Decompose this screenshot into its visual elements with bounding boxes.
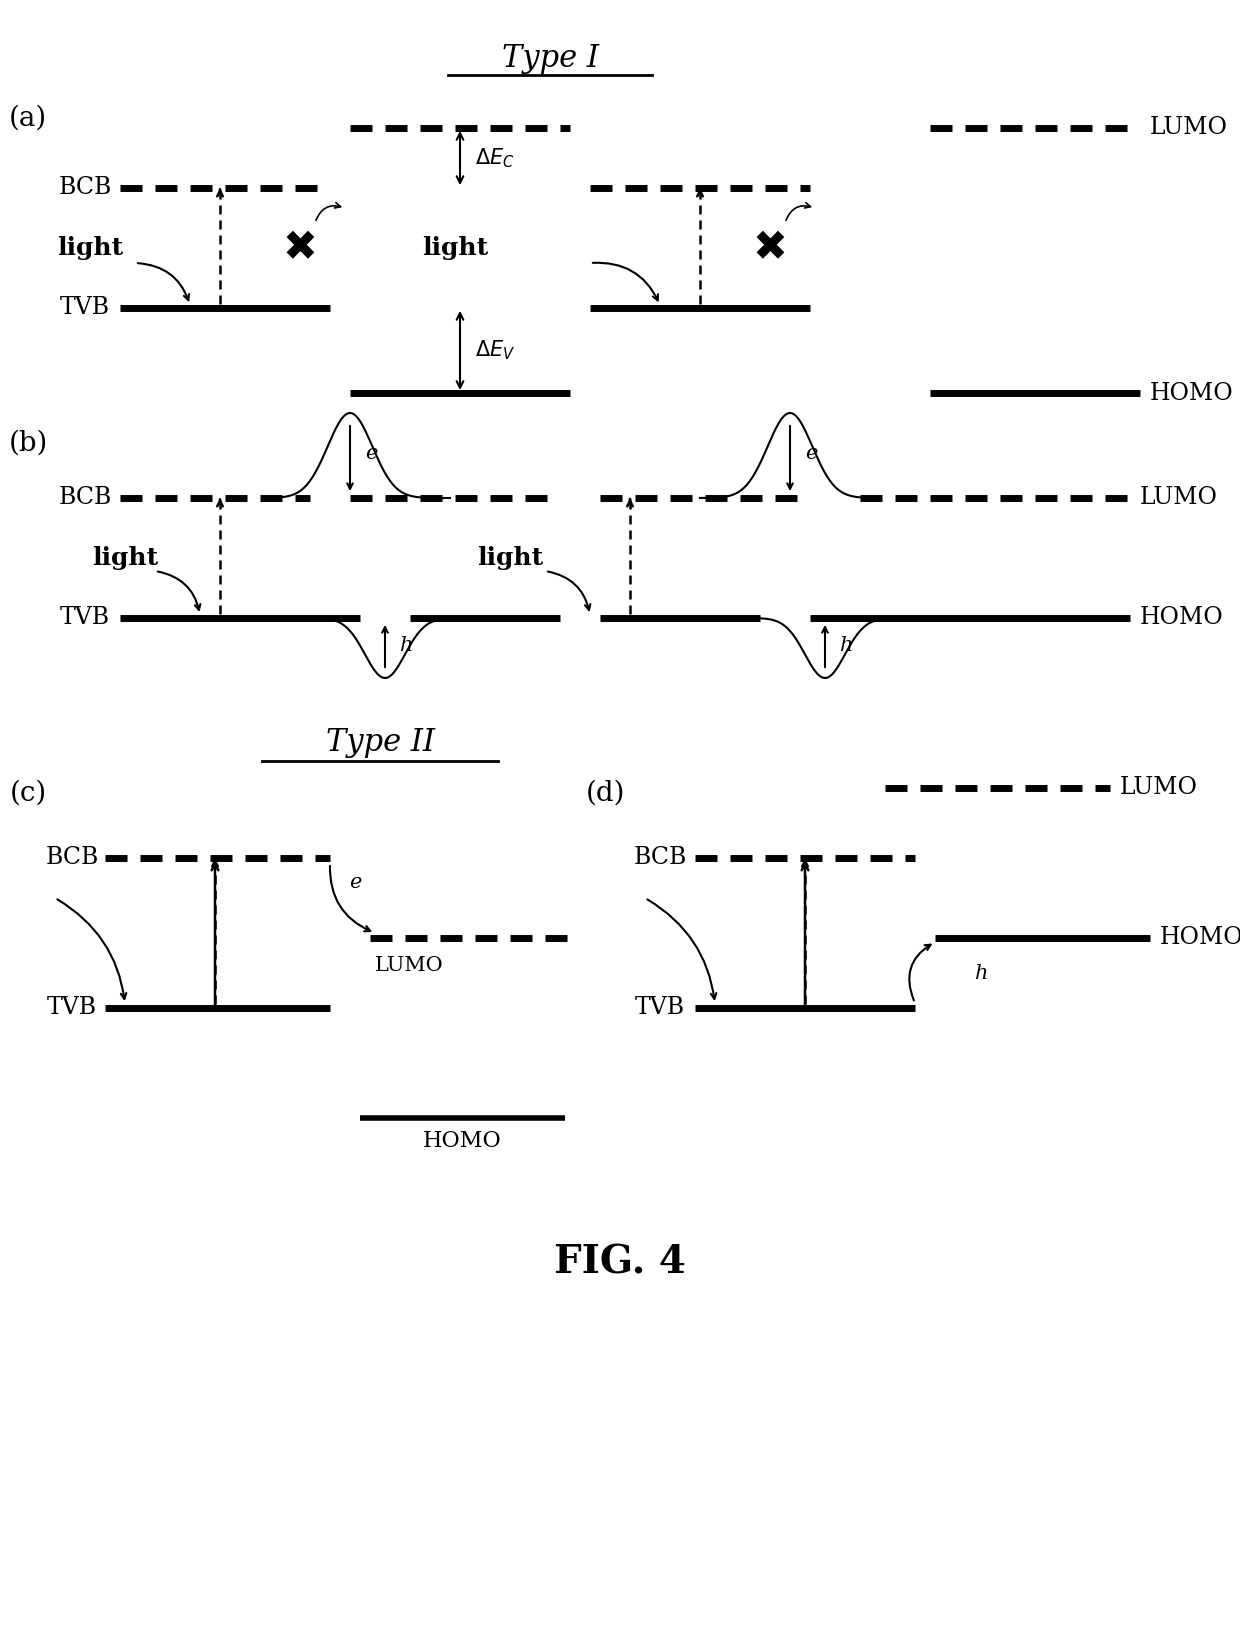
Text: (c): (c)	[10, 779, 47, 807]
Text: LUMO: LUMO	[1120, 777, 1198, 800]
Text: (a): (a)	[9, 105, 47, 131]
Text: light: light	[92, 545, 157, 570]
Text: light: light	[422, 237, 489, 260]
Text: e: e	[365, 444, 377, 462]
Text: HOMO: HOMO	[1159, 927, 1240, 950]
Text: ✖: ✖	[283, 227, 317, 269]
Text: BCB: BCB	[58, 176, 112, 199]
Text: Type I: Type I	[501, 43, 599, 74]
Text: HOMO: HOMO	[423, 1130, 501, 1152]
Text: LUMO: LUMO	[374, 956, 444, 974]
Text: h: h	[839, 636, 853, 656]
Text: $\Delta E_V$: $\Delta E_V$	[475, 338, 516, 363]
Text: ✖: ✖	[753, 227, 787, 269]
Text: BCB: BCB	[634, 846, 687, 869]
Text: h: h	[401, 636, 413, 656]
Text: TVB: TVB	[47, 997, 97, 1020]
Text: h: h	[975, 963, 988, 983]
Text: HOMO: HOMO	[1149, 381, 1234, 404]
Text: (b): (b)	[9, 429, 47, 457]
Text: LUMO: LUMO	[1140, 486, 1218, 509]
Text: TVB: TVB	[60, 296, 110, 319]
Text: BCB: BCB	[46, 846, 99, 869]
Text: e: e	[805, 444, 817, 462]
Text: light: light	[57, 237, 123, 260]
Text: e: e	[348, 874, 361, 892]
Text: light: light	[477, 545, 543, 570]
Text: BCB: BCB	[58, 486, 112, 509]
Text: HOMO: HOMO	[1140, 606, 1224, 629]
Text: TVB: TVB	[635, 997, 684, 1020]
Text: $\Delta E_C$: $\Delta E_C$	[475, 146, 515, 169]
Text: Type II: Type II	[326, 728, 434, 759]
Text: LUMO: LUMO	[1149, 117, 1228, 140]
Text: TVB: TVB	[60, 606, 110, 629]
Text: FIG. 4: FIG. 4	[554, 1244, 686, 1282]
Text: (d): (d)	[585, 779, 625, 807]
